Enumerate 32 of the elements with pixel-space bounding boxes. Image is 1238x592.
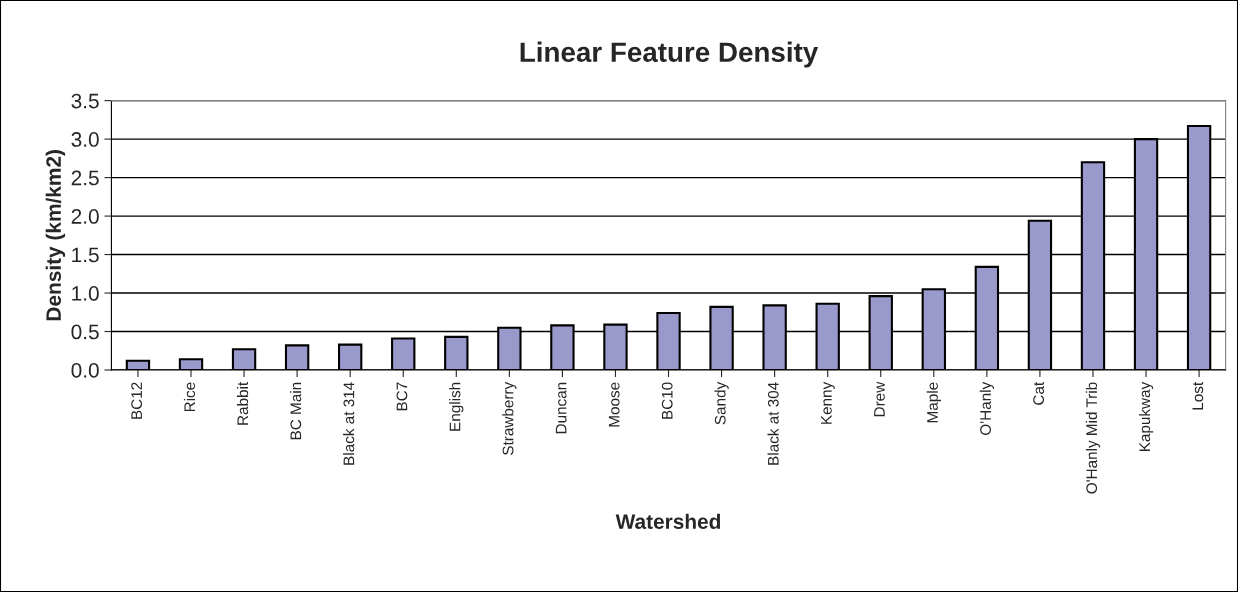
x-tick-label: Moose xyxy=(608,382,620,427)
x-tick-label: Maple xyxy=(926,382,941,423)
x-tick-label: BC12 xyxy=(131,382,143,419)
x-tick-label: Kenny xyxy=(821,381,835,424)
x-tick-label: Lost xyxy=(1192,381,1204,410)
x-tick-label: Black at 314 xyxy=(343,382,355,465)
y-tick-label: 3.5 xyxy=(71,93,99,109)
x-tick-label: Drew xyxy=(874,381,885,417)
x-tick-label: BC Main xyxy=(290,382,302,440)
y-tick-label: 3.0 xyxy=(71,132,99,147)
y-tick-label: 2.5 xyxy=(71,170,99,186)
x-tick-label: Rabbit xyxy=(236,381,249,425)
x-tick-label: O'Hanly Mid Trib xyxy=(1085,382,1101,494)
x-tick-label: Strawberry xyxy=(502,381,517,455)
x-tick-label: Kapukway xyxy=(1138,381,1154,452)
y-tick-label: 2.0 xyxy=(71,209,99,224)
x-tick-label: Rice xyxy=(183,382,196,412)
x-tick-label: Sandy xyxy=(714,381,729,425)
y-tick-label: 0.0 xyxy=(71,363,99,378)
x-tick-label: O'Hanly xyxy=(979,381,994,435)
y-tick-label: 0.5 xyxy=(71,324,99,340)
x-tick-label: Black at 304 xyxy=(767,382,779,465)
x-tick-label: BC10 xyxy=(661,382,673,419)
x-tick-label: Cat xyxy=(1033,381,1045,405)
x-axis-title: Watershed xyxy=(615,513,721,529)
x-tick-label: Duncan xyxy=(555,382,567,434)
y-tick-label: 1.5 xyxy=(72,247,99,263)
y-axis-title: Density (km/km2) xyxy=(45,150,66,321)
x-tick-label: BC7 xyxy=(396,382,408,411)
y-tick-label: 1.0 xyxy=(72,286,99,301)
x-tick-label: English xyxy=(449,382,464,431)
chart-title: Linear Feature Density xyxy=(520,41,819,68)
